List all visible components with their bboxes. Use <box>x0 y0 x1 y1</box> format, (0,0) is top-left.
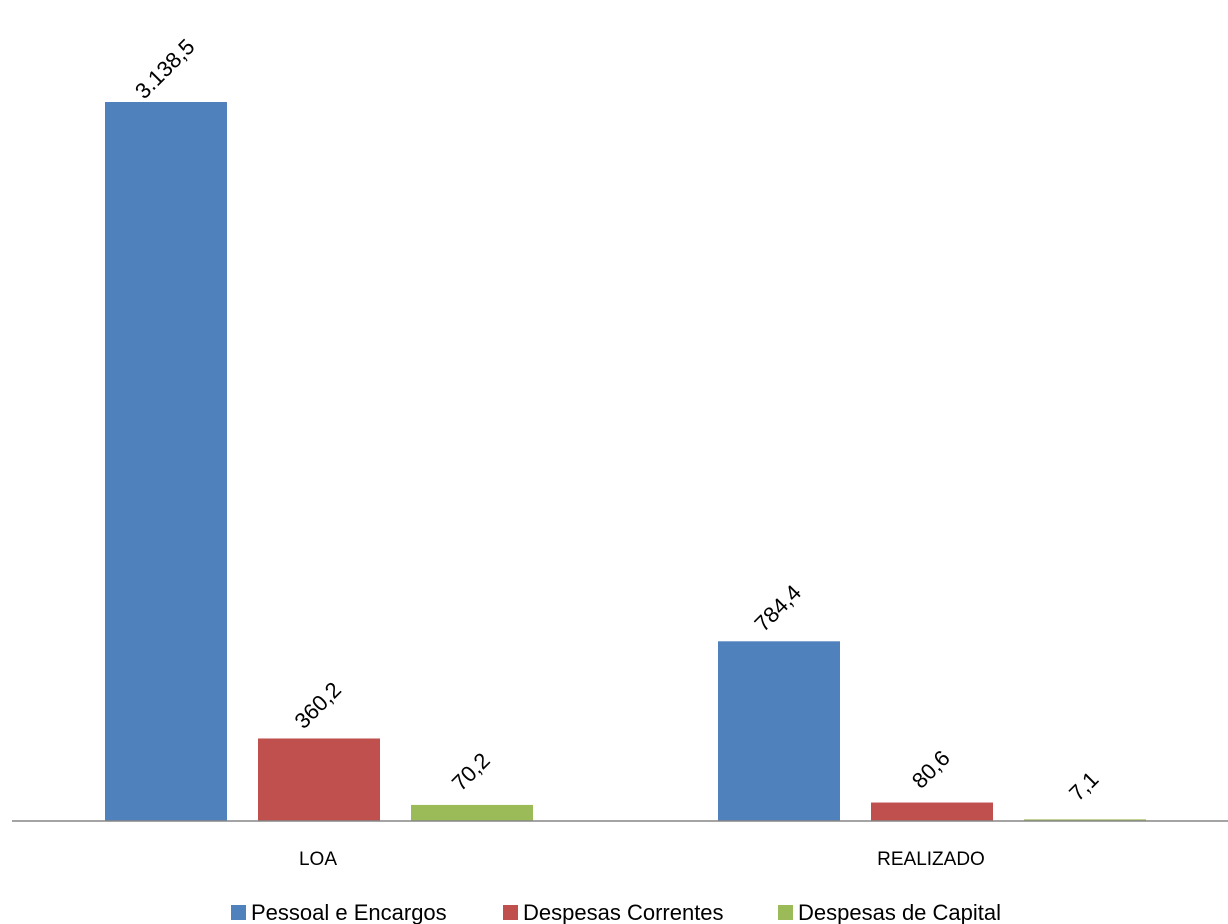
bars-layer <box>105 102 1146 821</box>
data-label-loa-series-1: 3.138,5 <box>130 34 200 104</box>
legend-swatch-series-2 <box>503 905 518 920</box>
category-label-realizado: REALIZADO <box>877 849 985 870</box>
bar-realizado-series-3 <box>1024 819 1146 821</box>
data-label-loa-series-3: 70,2 <box>447 748 495 796</box>
legend-label-series-3: Despesas de Capital <box>798 900 1001 924</box>
data-labels-layer: 3.138,5 360,2 70,2 784,4 80,6 7,1 <box>130 34 1103 806</box>
data-label-realizado-series-1: 784,4 <box>750 580 807 637</box>
data-label-realizado-series-3: 7,1 <box>1064 767 1103 806</box>
bar-realizado-series-2 <box>871 802 993 821</box>
legend-label-series-2: Despesas Correntes <box>523 900 724 924</box>
legend-swatch-series-3 <box>778 905 793 920</box>
data-label-loa-series-2: 360,2 <box>290 677 347 734</box>
category-labels-layer: LOA REALIZADO <box>299 849 985 870</box>
bar-realizado-series-1 <box>718 641 840 821</box>
category-label-loa: LOA <box>299 849 337 870</box>
data-label-realizado-series-2: 80,6 <box>907 745 955 793</box>
bar-loa-series-2 <box>258 738 380 821</box>
legend: Pessoal e Encargos Despesas Correntes Desp… <box>231 900 1001 924</box>
legend-swatch-series-1 <box>231 905 246 920</box>
bar-loa-series-3 <box>411 804 533 821</box>
bar-loa-series-1 <box>105 102 227 821</box>
legend-label-series-1: Pessoal e Encargos <box>251 900 447 924</box>
